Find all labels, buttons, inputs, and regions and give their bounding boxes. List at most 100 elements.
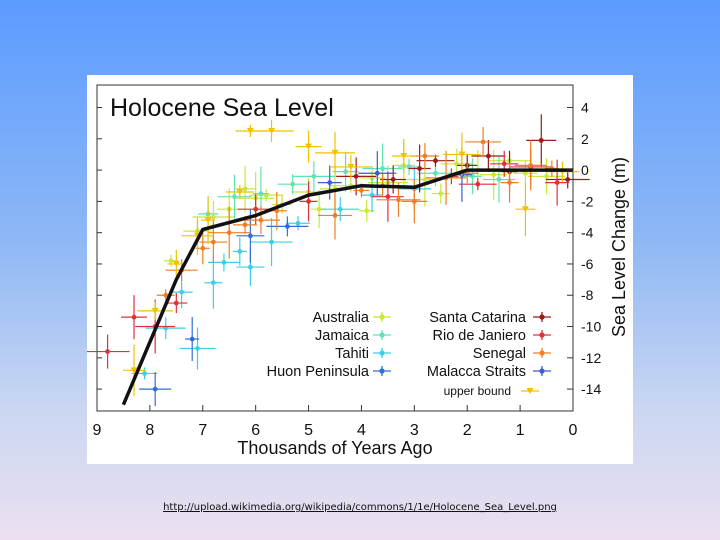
- data-point-senegal: [332, 213, 338, 218]
- data-point-tahiti: [195, 346, 200, 351]
- x-tick-label: 0: [569, 422, 578, 439]
- legend-label-australia: Australia: [313, 310, 370, 326]
- x-tick-label: 6: [251, 422, 260, 439]
- data-point-rio-de-janiero: [306, 198, 311, 204]
- data-point-senegal: [480, 139, 486, 145]
- upper-bound-marker: [347, 163, 355, 170]
- y-tick-label: -6: [581, 256, 594, 272]
- chart-figure: Australia Jamaica Tahiti Huon Peninsula Sant…: [87, 75, 633, 464]
- data-point-rio-de-janiero: [385, 194, 391, 200]
- data-point-jamaica: [232, 194, 237, 200]
- legend-label-malacca-straits: Malacca Straits: [427, 364, 526, 380]
- data-point-senegal: [528, 162, 534, 168]
- data-point-tahiti: [210, 280, 216, 286]
- data-point-tahiti: [247, 264, 253, 270]
- x-tick-label: 8: [145, 422, 154, 439]
- legend-label-tahiti: Tahiti: [335, 346, 369, 362]
- data-point-senegal: [242, 222, 248, 228]
- legend-marker-malacca-straits: [539, 368, 545, 374]
- upper-bound-marker: [204, 217, 212, 224]
- data-point-huon-peninsula: [189, 336, 195, 342]
- data-point-rio-de-janiero: [501, 161, 507, 167]
- y-axis-label: Sea Level Change (m): [609, 157, 629, 337]
- x-tick-label: 1: [516, 422, 525, 439]
- data-point-senegal: [411, 198, 417, 204]
- data-point-senegal: [507, 180, 512, 186]
- data-point-jamaica: [433, 170, 438, 176]
- data-point-santa-catarina: [485, 153, 491, 159]
- y-tick-label: 2: [581, 131, 589, 147]
- upper-bound-marker: [151, 307, 159, 314]
- upper-bound-marker: [236, 188, 244, 195]
- data-point-huon-peninsula: [247, 233, 253, 239]
- data-point-tahiti: [221, 259, 227, 265]
- y-tick-label: 4: [581, 100, 589, 116]
- y-tick-label: -2: [581, 193, 594, 209]
- data-point-rio-de-janiero: [173, 300, 179, 306]
- data-point-tahiti: [142, 371, 147, 376]
- data-point-rio-de-janiero: [554, 180, 560, 186]
- data-point-australia: [242, 186, 248, 192]
- legend-label-upper-bound: upper bound: [444, 384, 511, 398]
- y-tick-label: -8: [581, 287, 594, 303]
- data-point-tahiti: [337, 206, 343, 212]
- x-tick-label: 9: [93, 422, 102, 439]
- data-point-australia: [523, 170, 528, 176]
- data-point-rio-de-janiero: [475, 181, 481, 187]
- data-point-senegal: [226, 230, 232, 236]
- chart-title: Holocene Sea Level: [110, 94, 334, 122]
- source-link[interactable]: http://upload.wikimedia.org/wikipedia/co…: [163, 502, 557, 513]
- data-point-santa-catarina: [565, 177, 571, 182]
- data-point-senegal: [258, 217, 264, 223]
- upper-bound-marker: [521, 206, 529, 213]
- y-tick-label: -14: [581, 381, 601, 397]
- upper-bound-marker: [305, 143, 313, 150]
- data-point-jamaica: [258, 191, 264, 196]
- legend-background: [292, 297, 570, 407]
- data-point-rio-de-janiero: [131, 314, 137, 320]
- data-point-senegal: [422, 153, 428, 159]
- legend-marker-santa-catarina: [539, 314, 545, 320]
- data-point-santa-catarina: [538, 137, 544, 143]
- data-point-tahiti: [269, 239, 274, 245]
- data-point-huon-peninsula: [152, 386, 158, 392]
- data-point-tahiti: [179, 289, 185, 295]
- x-tick-label: 5: [304, 422, 313, 439]
- data-point-senegal: [210, 239, 216, 245]
- y-tick-label: -10: [581, 319, 601, 335]
- data-point-jamaica: [343, 169, 348, 175]
- x-tick-label: 3: [410, 422, 419, 439]
- data-point-australia: [491, 172, 497, 178]
- data-point-australia: [438, 191, 444, 196]
- data-point-tahiti: [237, 249, 243, 254]
- legend-label-jamaica: Jamaica: [315, 328, 370, 344]
- data-point-santa-catarina: [417, 166, 423, 171]
- legend-marker-huon-peninsula: [379, 368, 385, 374]
- upper-bound-marker: [458, 151, 466, 158]
- data-point-tahiti: [295, 220, 301, 226]
- legend-marker-rio-de-janiero: [539, 332, 545, 338]
- x-tick-label: 7: [198, 422, 207, 439]
- legend-label-senegal: Senegal: [473, 346, 526, 362]
- legend-label-santa-catarina: Santa Catarina: [429, 310, 527, 326]
- data-point-senegal: [163, 292, 169, 298]
- legend-label-huon-peninsula: Huon Peninsula: [267, 364, 370, 380]
- legend-marker-upper-bound: [526, 388, 534, 394]
- chart-svg: Australia Jamaica Tahiti Huon Peninsula Sant…: [87, 84, 629, 458]
- data-point-australia: [210, 214, 216, 220]
- legend-label-rio-de-janiero: Rio de Janiero: [433, 328, 527, 344]
- data-point-jamaica: [380, 166, 385, 171]
- legend-marker-australia: [379, 314, 385, 320]
- data-point-jamaica: [311, 173, 317, 179]
- data-point-australia: [168, 258, 174, 264]
- data-point-malacca-straits: [374, 170, 380, 176]
- legend-marker-tahiti: [379, 350, 385, 356]
- x-tick-label: 4: [357, 422, 366, 439]
- y-tick-label: 0: [581, 162, 589, 178]
- data-point-australia: [316, 206, 322, 212]
- data-point-australia: [544, 173, 549, 179]
- data-point-jamaica: [290, 181, 296, 187]
- data-point-senegal: [200, 245, 206, 251]
- y-tick-label: -12: [581, 350, 601, 366]
- data-point-rio-de-janiero: [105, 349, 110, 354]
